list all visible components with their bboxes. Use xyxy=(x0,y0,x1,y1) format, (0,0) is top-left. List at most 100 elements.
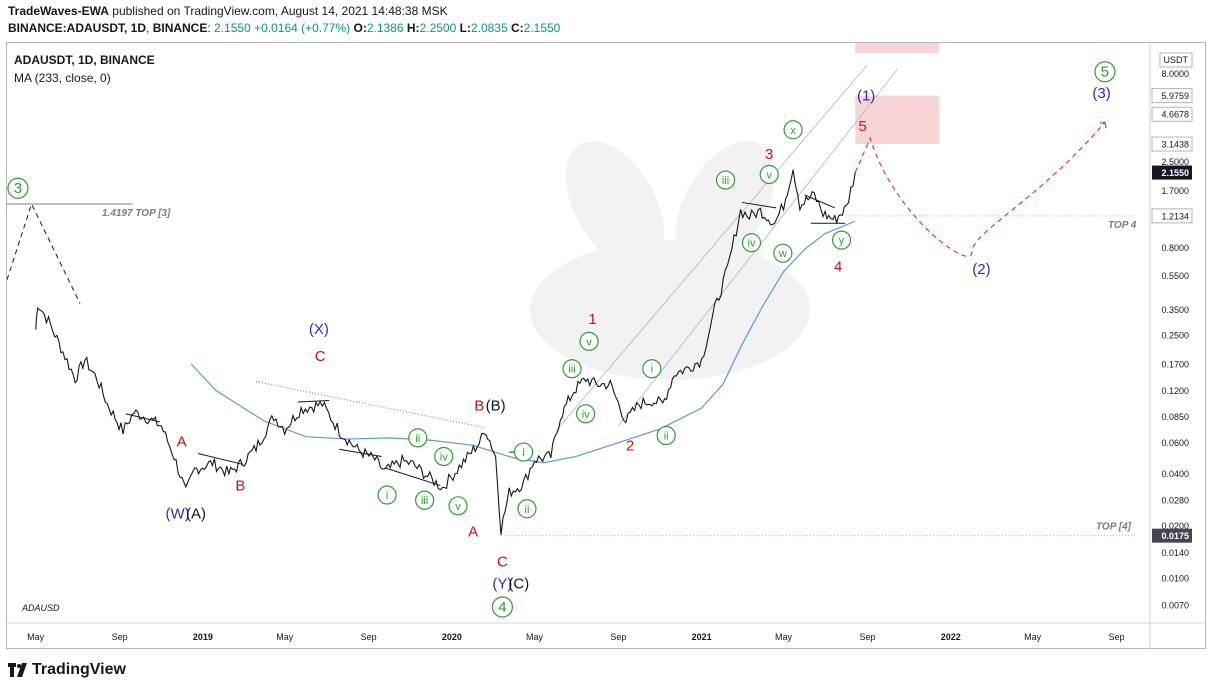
published-text: published on TradingView.com, August 14,… xyxy=(112,4,448,18)
open-value: 2.1386 xyxy=(366,21,404,35)
wave-label-21: iii xyxy=(562,359,582,379)
high-label: H: xyxy=(406,21,420,35)
time-tick-5: 2020 xyxy=(442,632,462,642)
wave-label-2: B xyxy=(235,478,245,495)
price-tick-4: 2.5000 xyxy=(1161,157,1189,167)
chart-frame[interactable] xyxy=(6,42,1206,649)
wave-circle xyxy=(656,425,676,446)
level-price-box xyxy=(1152,528,1192,543)
forecast-arrowhead xyxy=(1099,121,1107,129)
price-tick-10: 0.3500 xyxy=(1161,305,1189,315)
wave-label-33: x xyxy=(783,120,803,140)
wave-label-10: iv xyxy=(434,446,454,467)
price-tick-0: 8.0000 xyxy=(1161,69,1189,79)
ohlc-header: BINANCE:ADAUSDT, 1D, BINANCE: 2.1550 +0.… xyxy=(8,21,561,35)
forecast-prev-path xyxy=(7,202,81,304)
wave-label-4: (A) xyxy=(186,505,206,522)
time-tick-3: May xyxy=(276,632,294,642)
tradingview-footer[interactable]: TradingView xyxy=(8,661,126,679)
wave-label-20: ii xyxy=(517,499,537,519)
wave-text: A xyxy=(177,433,187,450)
wave-label-11: v xyxy=(448,496,468,516)
change-value: +0.0164 (+0.77%) xyxy=(254,21,351,35)
wave-label-13: B xyxy=(474,398,484,415)
last-price-box xyxy=(1152,165,1192,180)
wave-circle xyxy=(783,120,803,140)
author-name[interactable]: TradeWaves-EWA xyxy=(8,4,109,18)
wave-circle xyxy=(773,243,793,263)
wave-circle xyxy=(831,230,852,250)
legend-symbol[interactable]: ADAUSDT, 1D, BINANCE xyxy=(14,53,155,67)
wave-text: B xyxy=(474,398,484,415)
wave-text: A xyxy=(468,523,478,540)
price-tick-16: 0.0400 xyxy=(1161,469,1189,479)
wave-text: iv xyxy=(582,409,590,421)
time-tick-0: May xyxy=(27,632,45,642)
price-unit-label: USDT xyxy=(1164,55,1189,65)
wave-text: v xyxy=(586,336,592,348)
wave-label-12: A xyxy=(468,523,478,540)
price-tick-5: 2.1550 xyxy=(1161,168,1189,178)
wave-text: 4 xyxy=(834,259,842,276)
wave-circle xyxy=(741,233,762,253)
wave-circle xyxy=(1094,61,1116,83)
wave-text: (B) xyxy=(486,398,506,415)
wave-text: 3 xyxy=(765,146,773,163)
time-tick-10: Sep xyxy=(859,632,875,642)
wave-label-28: iii xyxy=(715,170,736,190)
price-tick-21: 0.0100 xyxy=(1161,573,1189,583)
price-tick-8: 0.8000 xyxy=(1161,243,1189,253)
wave-text: iii xyxy=(722,175,729,187)
wave-text: x xyxy=(790,125,796,137)
pattern-line-6 xyxy=(741,201,777,209)
tick-box-3 xyxy=(1151,136,1193,152)
wave-label-8: ii xyxy=(408,428,428,448)
forecast-path xyxy=(854,121,1106,257)
wave-text: ii xyxy=(664,431,669,443)
price-tick-2: 4.6678 xyxy=(1161,110,1189,120)
price-tick-14: 0.0850 xyxy=(1161,412,1189,422)
wave-text: 5 xyxy=(1101,64,1109,81)
wave-text: (C) xyxy=(508,575,529,592)
price-tick-20: 0.0140 xyxy=(1161,548,1189,558)
wave-circle xyxy=(642,359,662,379)
price-tick-7: 1.2134 xyxy=(1161,211,1189,221)
wave-text: iii xyxy=(568,364,575,376)
wave-text: i xyxy=(386,490,388,502)
wave-label-17: (C) xyxy=(508,575,529,592)
wave-text: (3) xyxy=(1092,85,1110,102)
wave-text: C xyxy=(315,348,326,365)
wave-circle xyxy=(579,331,599,351)
wave-label-6: C xyxy=(315,348,326,365)
wave-text: v xyxy=(766,169,772,181)
wave-text: (X) xyxy=(309,321,329,338)
open-label: O: xyxy=(353,21,367,35)
pattern-line-1 xyxy=(197,453,244,465)
wave-label-3: (W) xyxy=(166,505,190,522)
price-series xyxy=(35,169,856,535)
wave-text: (2) xyxy=(972,261,990,278)
price-tick-18: 0.0200 xyxy=(1161,521,1189,531)
wave-circle xyxy=(434,446,454,467)
wave-label-15: C xyxy=(497,554,508,571)
wave-label-23: v xyxy=(579,331,599,351)
wave-text: (1) xyxy=(857,87,875,104)
wave-circle xyxy=(513,442,534,462)
footer-brand: TradingView xyxy=(32,661,126,678)
wave-text: iv xyxy=(748,238,756,250)
wave-text: i xyxy=(651,364,653,376)
pattern-line-0 xyxy=(125,413,160,423)
time-tick-4: Sep xyxy=(361,632,377,642)
wave-text: (A) xyxy=(186,505,206,522)
wave-circle xyxy=(7,177,29,199)
ma-233-line xyxy=(190,220,856,464)
legend-indicator[interactable]: MA (233, close, 0) xyxy=(14,71,111,85)
wave-text: y xyxy=(839,235,845,247)
wave-text: ii xyxy=(525,504,530,516)
low-value: 2.0835 xyxy=(470,21,508,35)
wave-label-0: 3 xyxy=(7,177,29,199)
wave-text: iv xyxy=(440,451,448,463)
price-tick-12: 0.1700 xyxy=(1161,360,1189,370)
time-tick-11: 2022 xyxy=(941,632,961,642)
